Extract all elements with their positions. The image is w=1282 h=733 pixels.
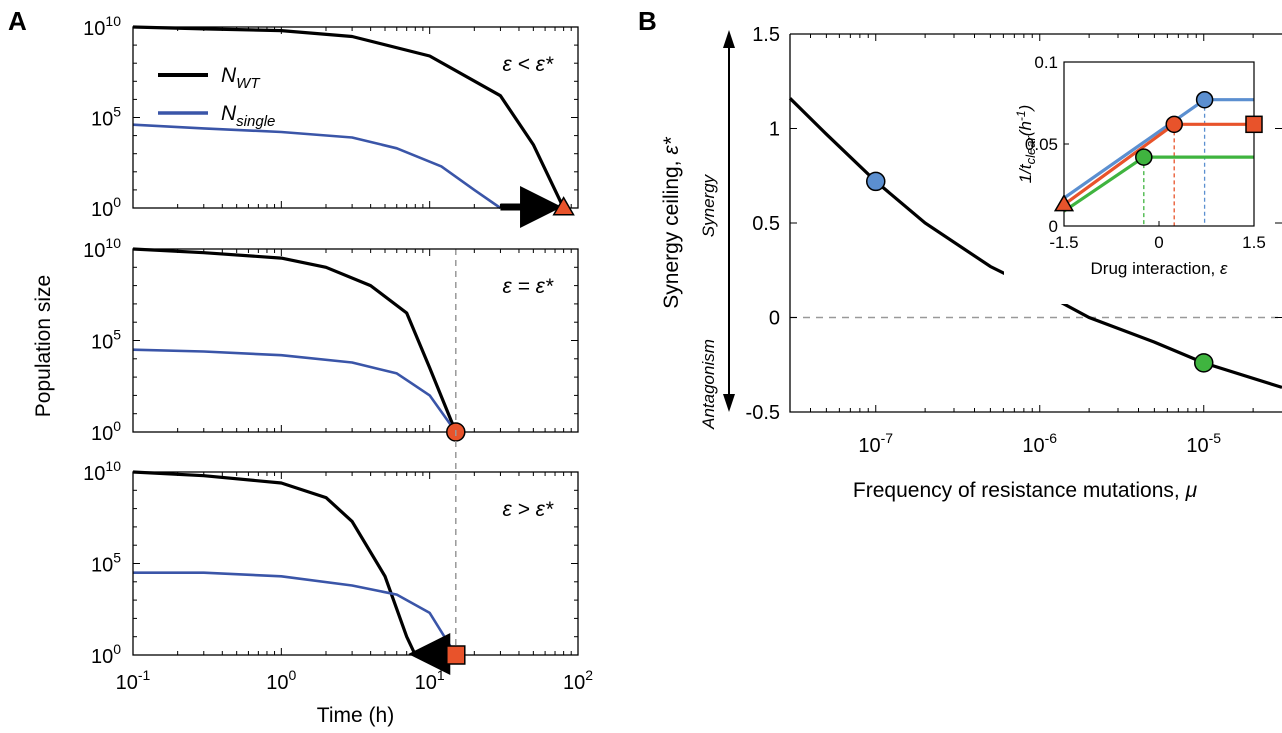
antagonism-label: Antagonism: [699, 339, 718, 430]
inset-y-tick-label: 0.05: [1025, 135, 1058, 154]
inset-x-tick-label: 0: [1154, 233, 1163, 252]
y-axis-label: Synergy ceiling, ε*: [660, 136, 683, 308]
series-line: [132, 25, 566, 209]
y-tick-label: 1.5: [752, 24, 780, 46]
y-tick-label: 0: [769, 308, 780, 330]
inset-marker-square: [1245, 115, 1263, 134]
y-tick-label: -0.5: [746, 402, 780, 424]
y-tick-label: 0.5: [752, 213, 780, 235]
condition-annotation: ε < ε*: [502, 53, 553, 76]
inset-x-tick-label: 1.5: [1242, 233, 1266, 252]
inset-y-tick-label: 0.1: [1034, 53, 1058, 72]
y-tick-label: 1: [769, 119, 780, 141]
series-line: [133, 571, 457, 656]
x-tick-label: 10-6: [1022, 430, 1057, 457]
x-axis-label: Time (h): [317, 704, 394, 727]
x-tick-label: 10-5: [1186, 430, 1221, 457]
series-line: [132, 247, 458, 433]
y-tick-label: 1010: [83, 235, 121, 262]
panel-a-ylabel: Population size: [32, 275, 55, 417]
y-tick-label: 100: [91, 641, 121, 668]
inset-background: [1004, 52, 1272, 304]
condition-annotation: ε > ε*: [502, 498, 553, 521]
y-tick-label: 105: [91, 327, 121, 354]
series-line: [132, 123, 502, 210]
end-marker-triangle: [552, 196, 575, 216]
inset-y-tick-label: 0: [1049, 217, 1058, 236]
legend-label: Nsingle: [221, 102, 275, 130]
antagonism-arrow-head: [723, 394, 735, 412]
x-tick-label: 100: [266, 667, 296, 694]
series-line: [132, 470, 417, 656]
data-marker: [866, 171, 886, 192]
x-tick-label: 10-7: [858, 430, 893, 457]
x-tick-label: 101: [415, 667, 445, 694]
inset-marker-triangle: [1053, 193, 1075, 212]
condition-annotation: ε = ε*: [502, 275, 553, 298]
inset-x-tick-label: -1.5: [1049, 233, 1078, 252]
inset-x-axis-label: Drug interaction, ε: [1091, 259, 1228, 278]
inset-y-axis-label: 1/tclear(h-1): [1014, 105, 1038, 184]
panel-a-middle: 1010 105 100 ε = ε*: [83, 235, 579, 445]
y-tick-label: 105: [91, 550, 121, 577]
y-tick-label: 105: [91, 104, 121, 131]
end-marker-square: [446, 645, 466, 665]
panel-b-letter: B: [638, 6, 657, 36]
series-line: [132, 348, 457, 433]
x-axis-label: Frequency of resistance mutations, μ: [853, 479, 1198, 502]
inset-marker-circle: [1195, 90, 1214, 109]
synergy-label: Synergy: [699, 173, 718, 237]
synergy-arrow-head: [723, 30, 735, 48]
inset-marker-circle: [1165, 115, 1183, 134]
y-tick-label: 1010: [83, 13, 121, 40]
legend-label: NWT: [221, 64, 261, 92]
x-tick-label: 102: [563, 667, 593, 694]
inset-marker-circle: [1135, 148, 1153, 166]
data-marker: [1194, 353, 1214, 373]
y-tick-label: 1010: [83, 458, 121, 485]
panel-a-letter: A: [8, 6, 27, 36]
y-tick-label: 100: [91, 418, 121, 445]
panel-a-top: 1010 105 100 ε < ε* NWT Nsingle: [83, 13, 579, 228]
x-tick-label: 10-1: [116, 667, 151, 694]
y-tick-label: 100: [91, 194, 121, 221]
